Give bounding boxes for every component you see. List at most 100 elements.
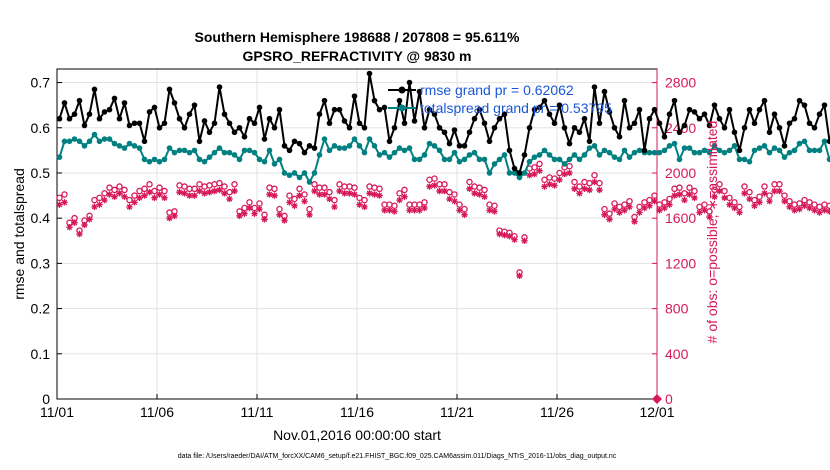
obs-assimilated-point [66, 224, 73, 231]
totalspread-point [596, 152, 603, 158]
rmse-point [626, 124, 633, 131]
rmse-point [186, 111, 193, 118]
totalspread-point [331, 143, 338, 149]
obs-assimilated-point [586, 186, 593, 194]
obs-assimilated-point [86, 216, 93, 223]
rmse-point [616, 134, 623, 140]
obs-possible-point [176, 182, 183, 189]
rmse-point [256, 104, 263, 111]
rmse-point [506, 147, 513, 154]
rmse-point [481, 120, 488, 127]
obs-assimilated-point [251, 210, 258, 217]
totalspread-point [131, 143, 138, 149]
rmse-point [741, 124, 748, 131]
obs-assimilated-point [596, 186, 603, 194]
obs-possible-point [351, 184, 358, 191]
totalspread-point [401, 147, 408, 154]
rmse-point [136, 120, 143, 127]
totalspread-point [446, 156, 453, 163]
obs-possible-point [636, 203, 643, 211]
obs-assimilated-point [456, 207, 463, 214]
totalspread-point [161, 156, 168, 163]
rmse-point [246, 115, 253, 122]
obs-assimilated-point [531, 170, 538, 178]
y-right-axis-label: # of obs: o=possible; ∗=assimilated [704, 121, 720, 344]
rmse-point [586, 138, 593, 145]
rmse-point [386, 138, 393, 145]
obs-assimilated-point [446, 195, 453, 203]
obs-possible-point [736, 203, 743, 211]
obs-assimilated-point [756, 199, 763, 206]
rmse-point [86, 111, 93, 118]
rmse-point [411, 118, 418, 124]
totalspread-point [601, 147, 608, 154]
obs-assimilated-point [331, 203, 338, 211]
totalspread-point [476, 156, 483, 163]
obs-assimilated-point [291, 202, 298, 209]
obs-assimilated-point [321, 191, 328, 198]
rmse-point [191, 102, 198, 108]
obs-assimilated-point [721, 194, 728, 202]
rmse-point [266, 115, 273, 122]
totalspread-point [56, 154, 63, 160]
obs-assimilated-point [476, 191, 483, 198]
obs-possible-point [361, 196, 368, 204]
totalspread-point [411, 156, 418, 163]
obs-assimilated-point [146, 188, 153, 196]
totalspread-point [756, 145, 763, 151]
totalspread-point [336, 145, 343, 151]
totalspread-point [546, 152, 553, 158]
totalspread-point [501, 152, 508, 158]
series-rmse [56, 70, 830, 176]
rmse-point [576, 129, 583, 136]
obs-assimilated-point [686, 191, 693, 198]
obs-possible-point [81, 217, 88, 224]
totalspread-point [746, 158, 753, 165]
obs-assimilated-point [176, 188, 183, 196]
totalspread-point [776, 147, 783, 154]
obs-assimilated-point [131, 199, 138, 206]
obs-assimilated-point [696, 209, 703, 216]
totalspread-point [451, 149, 458, 156]
obs-possible-point [206, 182, 213, 189]
rmse-point [316, 111, 323, 118]
totalspread-point [351, 136, 358, 142]
rmse-point [746, 106, 753, 113]
obs-assimilated-point [161, 194, 168, 202]
y-right-tick-label: 400 [665, 346, 689, 362]
totalspread-point [146, 158, 153, 165]
obs-assimilated-point [751, 202, 758, 209]
obs-possible-point [651, 192, 658, 199]
y-left-tick-label: 0.5 [31, 165, 51, 181]
obs-assimilated-point [591, 178, 598, 186]
rmse-point [141, 138, 148, 145]
obs-assimilated-point [71, 219, 78, 226]
x-axis-label: Nov.01,2016 00:00:00 start [273, 427, 441, 443]
totalspread-point [296, 174, 303, 181]
obs-assimilated-point [276, 211, 283, 218]
rmse-point [511, 165, 518, 172]
totalspread-point [381, 149, 388, 156]
x-tick-label: 11/21 [440, 404, 474, 420]
obs-assimilated-point [221, 190, 228, 197]
totalspread-point [301, 170, 308, 176]
x-tick-label: 11/26 [540, 404, 574, 420]
obs-assimilated-point [661, 204, 668, 212]
rmse-point [771, 111, 778, 118]
rmse-point [196, 138, 203, 145]
rmse-point [646, 115, 653, 122]
totalspread-point [426, 140, 433, 147]
obs-assimilated-point [526, 172, 533, 179]
obs-assimilated-point [536, 167, 543, 174]
rmse-point [711, 102, 718, 108]
totalspread-point [151, 156, 158, 163]
obs-assimilated-point [261, 216, 268, 223]
totalspread-point [611, 154, 618, 160]
obs-assimilated-point [246, 204, 253, 212]
obs-possible-point [756, 193, 763, 200]
obs-assimilated-point [766, 198, 773, 205]
obs-possible-point [76, 227, 83, 234]
totalspread-point [726, 147, 733, 154]
obs-possible-point [566, 162, 573, 170]
x-tick-label: 11/06 [140, 404, 174, 420]
